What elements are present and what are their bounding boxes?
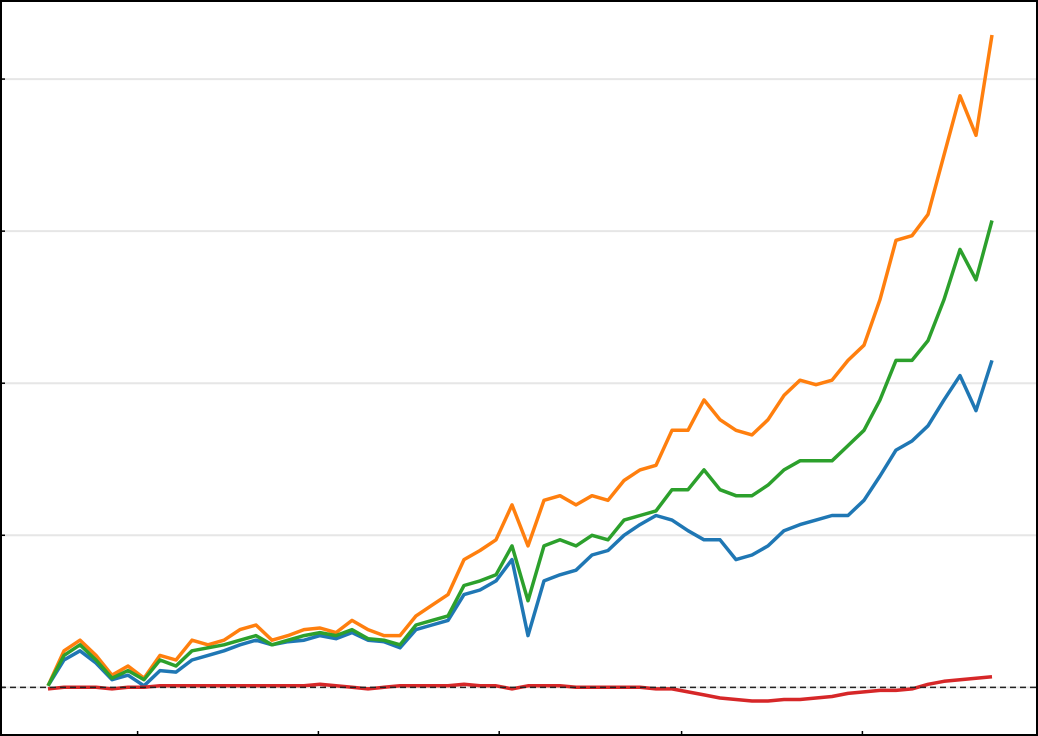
series-line [46,220,994,687]
series-line [46,34,994,687]
series-line [46,359,994,688]
series-line [47,674,993,703]
